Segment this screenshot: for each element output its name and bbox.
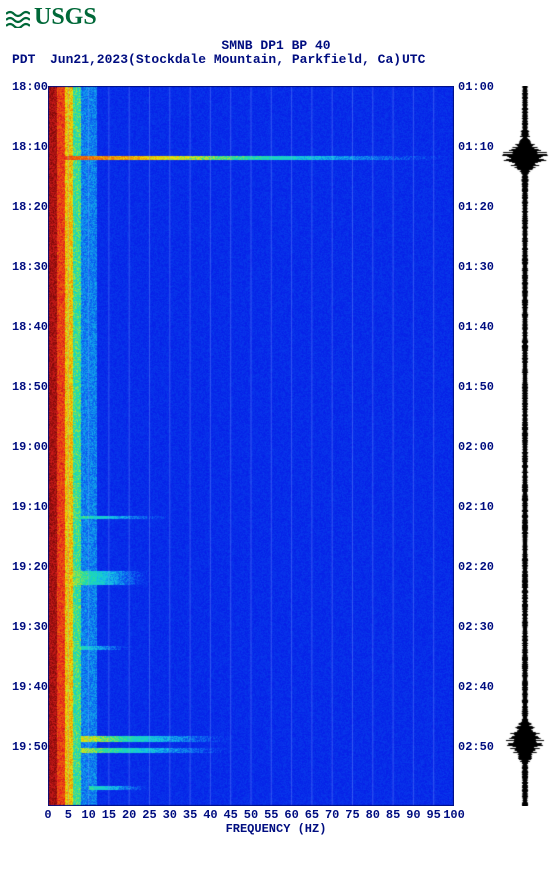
xtick: 85	[386, 808, 400, 822]
usgs-logo: USGS	[6, 4, 97, 31]
ytick-right: 02:30	[458, 620, 494, 634]
usgs-wave-icon	[6, 8, 30, 28]
xtick: 90	[406, 808, 420, 822]
date-location-label: Jun21,2023(Stockdale Mountain, Parkfield…	[50, 52, 401, 67]
xtick: 55	[264, 808, 278, 822]
ytick-right: 02:50	[458, 740, 494, 754]
ytick-right: 01:30	[458, 260, 494, 274]
xtick: 40	[203, 808, 217, 822]
y-axis-right-utc: 01:0001:1001:2001:3001:4001:5002:0002:10…	[454, 86, 498, 806]
ytick-right: 01:00	[458, 80, 494, 94]
xtick: 10	[81, 808, 95, 822]
chart-title-line1: SMNB DP1 BP 40	[0, 38, 552, 53]
ytick-left: 18:20	[12, 200, 48, 214]
ytick-left: 18:10	[12, 140, 48, 154]
ytick-left: 19:30	[12, 620, 48, 634]
ytick-right: 01:10	[458, 140, 494, 154]
ytick-right: 02:00	[458, 440, 494, 454]
xtick: 0	[44, 808, 51, 822]
xtick: 100	[443, 808, 465, 822]
waveform-panel	[500, 86, 550, 806]
ytick-left: 19:50	[12, 740, 48, 754]
xtick: 70	[325, 808, 339, 822]
ytick-right: 01:50	[458, 380, 494, 394]
xtick: 30	[163, 808, 177, 822]
ytick-right: 01:40	[458, 320, 494, 334]
xtick: 80	[366, 808, 380, 822]
xtick: 75	[345, 808, 359, 822]
ytick-left: 19:00	[12, 440, 48, 454]
xtick: 60	[284, 808, 298, 822]
usgs-text: USGS	[34, 4, 97, 31]
ytick-left: 19:40	[12, 680, 48, 694]
xtick: 5	[65, 808, 72, 822]
ytick-left: 18:40	[12, 320, 48, 334]
xtick: 50	[244, 808, 258, 822]
xtick: 15	[102, 808, 116, 822]
ytick-left: 18:50	[12, 380, 48, 394]
xtick: 95	[426, 808, 440, 822]
spectrogram-chart	[48, 86, 454, 806]
ytick-left: 18:30	[12, 260, 48, 274]
ytick-left: 19:10	[12, 500, 48, 514]
utc-label: UTC	[402, 52, 425, 67]
xtick: 45	[223, 808, 237, 822]
xtick: 35	[183, 808, 197, 822]
pdt-label: PDT	[12, 52, 35, 67]
xtick: 20	[122, 808, 136, 822]
ytick-left: 19:20	[12, 560, 48, 574]
ytick-left: 18:00	[12, 80, 48, 94]
y-axis-left-pdt: 18:0018:1018:2018:3018:4018:5019:0019:10…	[10, 86, 48, 806]
ytick-right: 02:40	[458, 680, 494, 694]
xtick: 25	[142, 808, 156, 822]
ytick-right: 02:10	[458, 500, 494, 514]
ytick-right: 02:20	[458, 560, 494, 574]
x-axis-label: FREQUENCY (HZ)	[0, 822, 552, 836]
xtick: 65	[305, 808, 319, 822]
ytick-right: 01:20	[458, 200, 494, 214]
